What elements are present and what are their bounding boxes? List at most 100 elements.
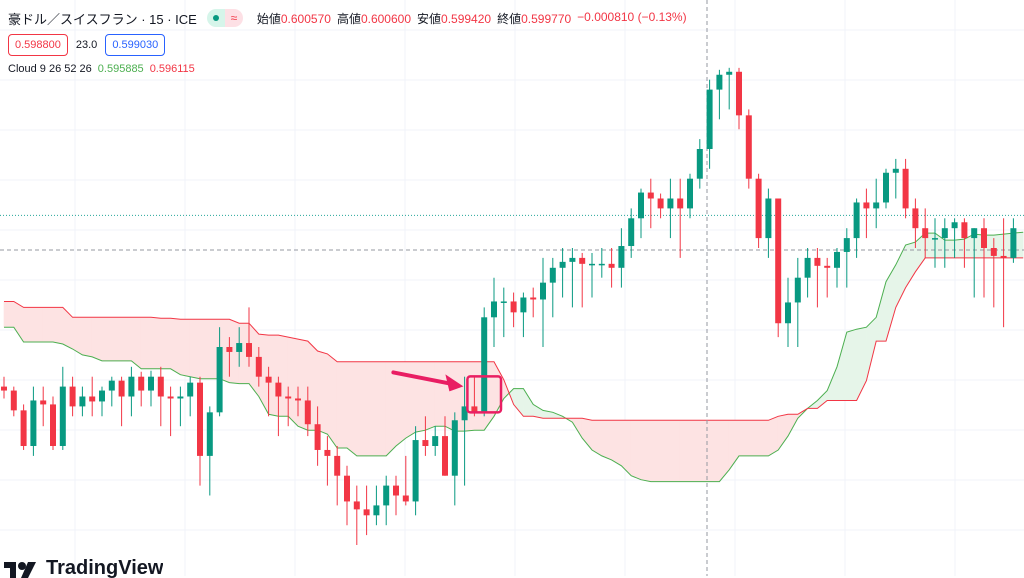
candle-body [755,178,762,239]
cloud-fill [679,419,691,482]
candle [540,257,546,347]
candle [902,158,909,219]
cloud-fill [111,316,122,362]
candle-body [187,382,194,397]
candle [755,173,762,248]
cloud-fill [846,328,857,401]
candle [491,277,497,347]
ohlc-open: 始値0.600570 [256,11,331,26]
candle [530,287,537,318]
approx-icon: ≈ [224,9,243,27]
annotation [391,370,503,414]
candle [814,248,821,308]
symbol-title[interactable]: 豪ドル／スイスフラン · 15 · ICE [8,11,197,27]
candles [1,67,1017,545]
cloud-fill [52,307,64,345]
candle-body [981,228,987,248]
candle [873,178,880,229]
candle [745,109,752,189]
cloud-fill [376,361,387,457]
indicator-legend[interactable]: Cloud 9 26 52 26 0.595885 0.596115 [8,63,195,75]
candle [108,376,115,407]
leading-span-b-line [4,257,1024,421]
cloud-fill [425,361,436,431]
candle-body [922,228,929,239]
market-status-pill[interactable]: ≈ [206,9,243,27]
market-open-dot-icon [206,9,225,27]
cloud-fill [611,419,622,467]
candle [226,337,233,377]
candle [285,386,292,427]
candle-body [500,301,507,303]
candle-body [285,396,292,399]
cloud-fill [150,316,162,370]
candle-body [30,400,37,446]
candle-body [99,390,105,402]
candle-body [569,257,576,262]
sell-button[interactable]: 0.598800 [8,34,68,56]
ohlc-change: −0.000810 (−0.13%) [577,9,687,24]
candle-body [794,277,801,303]
candle [716,69,723,120]
candle [785,277,791,347]
cloud-fill [689,419,701,482]
candle-body [951,222,958,229]
candle [402,455,409,506]
candle-body [324,449,331,456]
candle-body [20,410,27,446]
candle [932,218,938,268]
candle [50,396,56,450]
candle-body [1010,228,1017,258]
candle-body [314,424,321,450]
cloud-fill [670,419,681,482]
candle-body [373,505,380,516]
candle-body [628,218,635,247]
cloud-fill [385,361,397,457]
candle [559,248,566,298]
candle [99,386,105,417]
candle [246,307,252,367]
cloud-fill [464,361,475,432]
candle-body [736,71,742,116]
candle [20,404,27,450]
candle [471,376,478,417]
candle [1,376,7,399]
candle [314,406,321,466]
candle [667,178,674,239]
cloud-fill [199,318,211,380]
cloud-fill [836,332,848,401]
candle-body [226,347,233,352]
candle [118,376,125,427]
candle-body [902,168,909,209]
candle-body [873,202,880,209]
cloud-fill [738,419,750,457]
cloud-fill [170,317,181,376]
buy-button[interactable]: 0.599030 [105,34,166,56]
candle-body [118,380,125,397]
cloud-fill [121,316,132,362]
candle [128,366,135,417]
cloud-fill [33,307,44,343]
candle-body [108,380,115,391]
candle [863,188,870,239]
candle [197,376,203,486]
cloud-fill [699,419,710,482]
candle-body [197,382,203,456]
candle-body [128,376,135,397]
candle [638,188,644,239]
cloud-fill [366,361,377,457]
candle-body [814,257,821,266]
candle-body [461,406,468,421]
candle [334,446,341,506]
candle [834,248,840,288]
candle-body [843,238,850,252]
cloud-fill [601,419,612,461]
candle-body [1000,255,1007,258]
candle-body [206,412,213,456]
candle [432,426,439,456]
candle [157,366,164,427]
candle-body [40,400,47,405]
candle-body [148,376,154,391]
